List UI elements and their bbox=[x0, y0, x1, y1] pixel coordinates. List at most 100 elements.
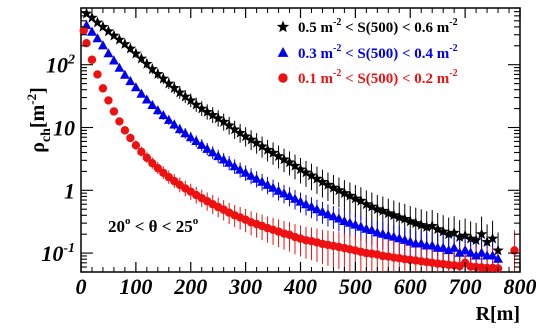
data-point-star bbox=[163, 77, 175, 89]
y-tick-label: 10-1 bbox=[41, 241, 75, 266]
data-point-star bbox=[223, 119, 235, 131]
data-point-star bbox=[294, 163, 307, 175]
data-point-triangle bbox=[454, 247, 465, 257]
data-point-star bbox=[91, 16, 104, 28]
data-point-star bbox=[305, 169, 318, 181]
data-point-star bbox=[141, 57, 153, 69]
data-point-triangle bbox=[339, 215, 350, 225]
data-point-star bbox=[250, 136, 263, 148]
data-point-star bbox=[421, 221, 433, 232]
data-point-triangle bbox=[158, 110, 169, 120]
data-point-triangle bbox=[120, 69, 130, 79]
data-point-star bbox=[234, 126, 246, 138]
data-point-star bbox=[201, 105, 213, 117]
data-point-circle bbox=[109, 107, 119, 116]
data-point-star bbox=[239, 130, 252, 142]
data-point-circle bbox=[79, 26, 88, 35]
data-point-star bbox=[327, 181, 340, 193]
data-point-star bbox=[228, 123, 241, 135]
data-point-star bbox=[146, 63, 158, 74]
y-tick-label: 1 bbox=[64, 178, 75, 203]
data-point-star bbox=[207, 109, 219, 120]
data-point-triangle bbox=[284, 190, 295, 200]
data-point-triangle bbox=[169, 119, 180, 129]
data-point-triangle bbox=[147, 99, 158, 109]
data-point-circle bbox=[115, 117, 124, 126]
data-point-triangle bbox=[317, 206, 328, 216]
data-point-triangle bbox=[103, 48, 114, 58]
data-point-triangle bbox=[443, 245, 454, 255]
data-point-triangle bbox=[372, 227, 383, 237]
data-point-star bbox=[426, 220, 438, 231]
data-point-star bbox=[311, 172, 323, 184]
legend-label-series-2: 0.3 m-2 < S(500) < 0.4 m-2 bbox=[298, 43, 458, 62]
data-point-triangle bbox=[344, 217, 355, 227]
data-point-star bbox=[316, 175, 329, 187]
data-point-triangle bbox=[109, 55, 119, 65]
y-tick-label: 102 bbox=[46, 53, 75, 78]
data-point-circle bbox=[98, 84, 108, 93]
data-point-star bbox=[415, 219, 427, 230]
data-point-star bbox=[486, 232, 499, 244]
data-point-star bbox=[278, 153, 290, 165]
data-point-star bbox=[267, 146, 279, 158]
data-point-star bbox=[113, 33, 126, 45]
data-point-star bbox=[168, 82, 180, 93]
data-point-star bbox=[245, 133, 257, 145]
legend-entry-series-1: 0.5 m-2 < S(500) < 0.6 m-2 bbox=[276, 17, 458, 36]
data-point-star bbox=[289, 159, 301, 171]
data-point-triangle bbox=[98, 40, 108, 50]
data-point-triangle bbox=[257, 176, 267, 186]
data-point-star bbox=[437, 225, 449, 237]
legend-label-series-1: 0.5 m-2 < S(500) < 0.6 m-2 bbox=[298, 17, 458, 36]
legend-circle-icon bbox=[278, 73, 288, 83]
markers bbox=[79, 7, 519, 273]
data-point-triangle bbox=[235, 164, 246, 174]
legend-star-icon bbox=[276, 20, 290, 33]
data-point-triangle bbox=[334, 213, 344, 223]
data-point-triangle bbox=[273, 185, 284, 195]
data-point-triangle bbox=[416, 238, 427, 248]
data-point-triangle bbox=[476, 247, 487, 257]
data-point-triangle bbox=[191, 135, 202, 145]
data-point-star bbox=[333, 184, 345, 196]
data-point-triangle bbox=[262, 179, 273, 189]
data-point-triangle bbox=[366, 224, 377, 234]
legend-triangle-icon bbox=[277, 47, 289, 57]
data-point-star bbox=[179, 90, 191, 102]
data-point-star bbox=[130, 47, 142, 59]
data-point-triangle bbox=[399, 234, 410, 244]
data-point-star bbox=[108, 29, 120, 41]
data-point-star bbox=[453, 231, 466, 242]
legend-label-series-3: 0.1 m-2 < S(500) < 0.2 m-2 bbox=[298, 68, 458, 87]
legend-entry-series-2: 0.3 m-2 < S(500) < 0.4 m-2 bbox=[277, 43, 458, 62]
data-point-star bbox=[102, 25, 115, 37]
data-point-star bbox=[300, 166, 312, 178]
data-point-circle bbox=[142, 153, 152, 162]
data-point-star bbox=[218, 115, 230, 127]
data-point-triangle bbox=[229, 161, 240, 171]
data-point-star bbox=[448, 226, 460, 238]
y-axis-title: ρch[m-2] bbox=[24, 87, 54, 153]
data-point-triangle bbox=[350, 219, 361, 229]
y-axis-ticks: 10-1 1 10 102 bbox=[41, 7, 520, 273]
data-point-star bbox=[97, 20, 109, 32]
data-point-star bbox=[399, 212, 411, 224]
x-tick-label: 300 bbox=[228, 274, 262, 299]
data-point-circle bbox=[148, 159, 157, 168]
data-point-star bbox=[360, 198, 373, 210]
data-point-triangle bbox=[306, 201, 317, 211]
data-point-triangle bbox=[202, 143, 213, 153]
data-point-star bbox=[174, 86, 186, 98]
data-point-triangle bbox=[240, 167, 251, 177]
legend-entry-series-3: 0.1 m-2 < S(500) < 0.2 m-2 bbox=[278, 68, 458, 87]
data-point-star bbox=[272, 150, 285, 161]
data-point-star bbox=[470, 234, 482, 246]
x-tick-label: 600 bbox=[394, 274, 427, 299]
data-point-star bbox=[432, 223, 444, 235]
data-point-star bbox=[349, 192, 362, 204]
data-point-star bbox=[152, 68, 164, 79]
data-point-circle bbox=[153, 163, 163, 173]
data-point-triangle bbox=[312, 204, 322, 214]
